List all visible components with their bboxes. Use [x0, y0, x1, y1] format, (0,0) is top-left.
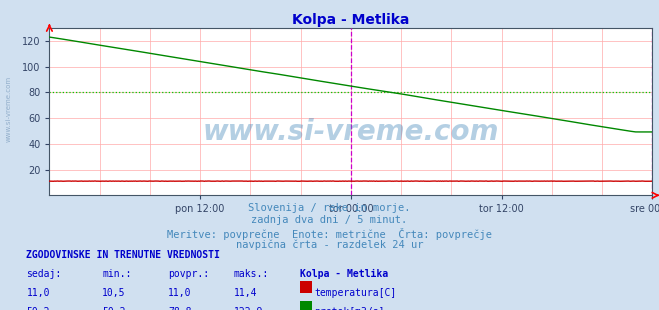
Text: Kolpa - Metlika: Kolpa - Metlika	[300, 269, 388, 279]
Text: 50,2: 50,2	[26, 307, 50, 310]
Text: maks.:: maks.:	[234, 269, 269, 279]
Text: 11,0: 11,0	[26, 288, 50, 298]
Text: Slovenija / reke in morje.: Slovenija / reke in morje.	[248, 203, 411, 213]
Text: 11,0: 11,0	[168, 288, 192, 298]
Text: navpična črta - razdelek 24 ur: navpična črta - razdelek 24 ur	[236, 239, 423, 250]
Text: www.si-vreme.com: www.si-vreme.com	[5, 75, 11, 142]
Text: temperatura[C]: temperatura[C]	[314, 288, 397, 298]
Text: www.si-vreme.com: www.si-vreme.com	[203, 118, 499, 146]
Text: 50,2: 50,2	[102, 307, 126, 310]
Text: 10,5: 10,5	[102, 288, 126, 298]
Text: 78,8: 78,8	[168, 307, 192, 310]
Text: 122,9: 122,9	[234, 307, 264, 310]
Text: povpr.:: povpr.:	[168, 269, 209, 279]
Text: 11,4: 11,4	[234, 288, 258, 298]
Text: zadnja dva dni / 5 minut.: zadnja dva dni / 5 minut.	[251, 215, 408, 225]
Text: pretok[m3/s]: pretok[m3/s]	[314, 307, 385, 310]
Title: Kolpa - Metlika: Kolpa - Metlika	[292, 13, 410, 27]
Text: Meritve: povprečne  Enote: metrične  Črta: povprečje: Meritve: povprečne Enote: metrične Črta:…	[167, 228, 492, 240]
Text: ZGODOVINSKE IN TRENUTNE VREDNOSTI: ZGODOVINSKE IN TRENUTNE VREDNOSTI	[26, 250, 220, 259]
Text: min.:: min.:	[102, 269, 132, 279]
Text: sedaj:: sedaj:	[26, 269, 61, 279]
